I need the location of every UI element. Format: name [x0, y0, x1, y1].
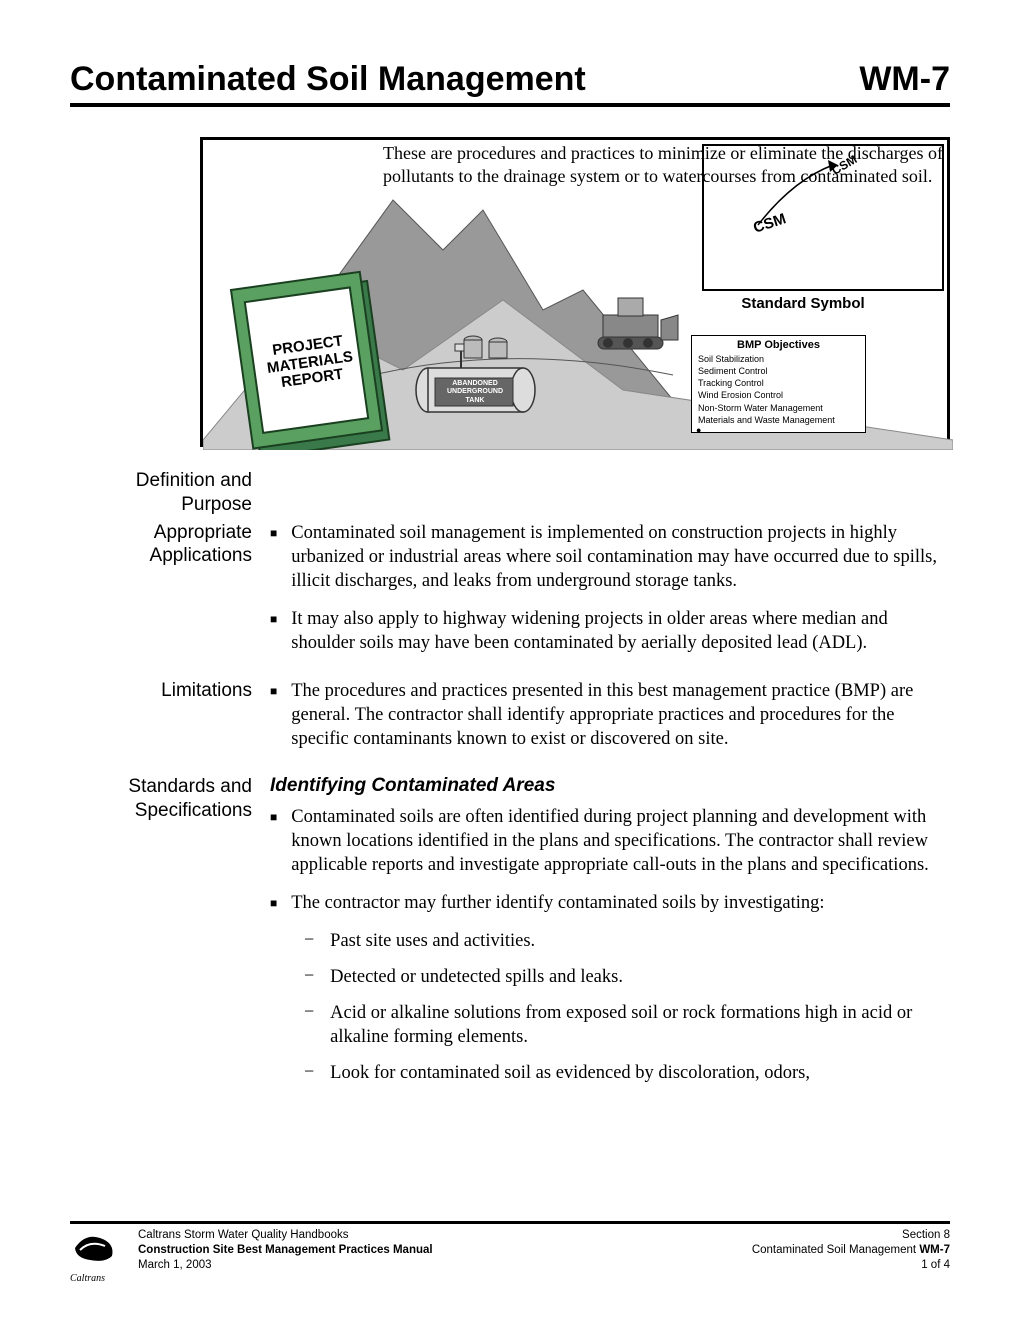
sub-bullet-item: − Acid or alkaline solutions from expose… — [304, 1001, 950, 1049]
definition-label: Definition and Purpose — [70, 469, 270, 517]
sub-bullet-text: Detected or undetected spills and leaks. — [330, 965, 623, 989]
bullet-text: It may also apply to highway widening pr… — [291, 607, 950, 655]
bullet-item: ■ The procedures and practices presented… — [270, 679, 950, 751]
sub-bullet-item: − Detected or undetected spills and leak… — [304, 965, 950, 989]
standards-label: Standards and Specifications — [70, 775, 270, 823]
page-title: Contaminated Soil Management — [70, 60, 586, 99]
bullet-item: ■ The contractor may further identify co… — [270, 891, 950, 915]
bmp-item: Soil Stabilization — [698, 353, 859, 365]
bullet-text: Contaminated soil management is implemen… — [291, 521, 950, 593]
definition-label-text: Definition and Purpose — [136, 470, 252, 515]
square-bullet-icon: ■ — [270, 684, 277, 699]
bmp-item: Wind Erosion Control — [698, 389, 859, 401]
sub-bullet-text: Past site uses and activities. — [330, 929, 535, 953]
dash-icon: − — [304, 929, 314, 950]
footer-line1: Caltrans Storm Water Quality Handbooks — [138, 1228, 752, 1243]
sub-bullet-item: − Look for contaminated soil as evidence… — [304, 1061, 950, 1085]
footer-right1: Section 8 — [752, 1228, 950, 1243]
dash-icon: − — [304, 1061, 314, 1082]
square-bullet-icon: ■ — [270, 526, 277, 541]
footer-right3: 1 of 4 — [752, 1258, 950, 1273]
footer-left: Caltrans Storm Water Quality Handbooks C… — [138, 1228, 752, 1273]
tank-label: ABANDONED UNDERGROUND TANK — [438, 380, 512, 405]
square-bullet-icon: ■ — [270, 612, 277, 627]
content: Definition and Purpose Appropriate Appli… — [70, 469, 950, 1097]
sub-bullet-text: Look for contaminated soil as evidenced … — [330, 1061, 810, 1085]
bullet-item: ■ Contaminated soil management is implem… — [270, 521, 950, 593]
caltrans-logo: Caltrans — [70, 1228, 126, 1284]
bullet-text: The contractor may further identify cont… — [291, 891, 824, 915]
bmp-objectives-box: BMP Objectives Soil Stabilization Sedime… — [691, 335, 866, 433]
logo-text: Caltrans — [70, 1273, 126, 1284]
dash-icon: − — [304, 1001, 314, 1022]
standards-label-text: Standards and Specifications — [128, 776, 252, 821]
footer-right2b: WM-7 — [919, 1244, 950, 1256]
dash-icon: − — [304, 965, 314, 986]
bmp-item: Non-Storm Water Management — [698, 402, 859, 414]
limitations-label: Limitations — [70, 679, 270, 703]
header: Contaminated Soil Management WM-7 — [70, 60, 950, 107]
square-bullet-icon: ■ — [270, 810, 277, 825]
bullet-text: Contaminated soils are often identified … — [291, 805, 950, 877]
appropriate-label-text: Appropriate Applications — [150, 522, 252, 567]
subheading: Identifying Contaminated Areas — [270, 775, 950, 797]
bullet-text: The procedures and practices presented i… — [291, 679, 950, 751]
bmp-title: BMP Objectives — [698, 339, 859, 351]
bullet-item: ■ Contaminated soils are often identifie… — [270, 805, 950, 877]
sub-bullet-text: Acid or alkaline solutions from exposed … — [330, 1001, 950, 1049]
footer-line3: March 1, 2003 — [138, 1258, 752, 1273]
footer-right2: Contaminated Soil Management WM-7 — [752, 1243, 950, 1258]
bmp-item: Tracking Control — [698, 377, 859, 389]
standard-symbol-label: Standard Symbol — [733, 295, 873, 312]
square-bullet-icon: ■ — [270, 896, 277, 911]
footer-right2a: Contaminated Soil Management — [752, 1244, 920, 1256]
sub-bullet-item: − Past site uses and activities. — [304, 929, 950, 953]
bmp-item: Sediment Control — [698, 365, 859, 377]
footer-right: Section 8 Contaminated Soil Management W… — [752, 1228, 950, 1273]
bullet-item: ■ It may also apply to highway widening … — [270, 607, 950, 655]
figure: These are procedures and practices to mi… — [200, 137, 950, 447]
limitations-label-text: Limitations — [161, 680, 252, 701]
footer: Caltrans Caltrans Storm Water Quality Ha… — [70, 1221, 950, 1284]
tank-line2: UNDERGROUND — [438, 388, 512, 396]
bmp-item: Materials and Waste Management — [698, 414, 859, 426]
footer-line2: Construction Site Best Management Practi… — [138, 1243, 752, 1258]
appropriate-label: Appropriate Applications — [70, 521, 270, 569]
page-code: WM-7 — [859, 60, 950, 99]
tank-line3: TANK — [438, 397, 512, 405]
tank-line1: ABANDONED — [438, 380, 512, 388]
